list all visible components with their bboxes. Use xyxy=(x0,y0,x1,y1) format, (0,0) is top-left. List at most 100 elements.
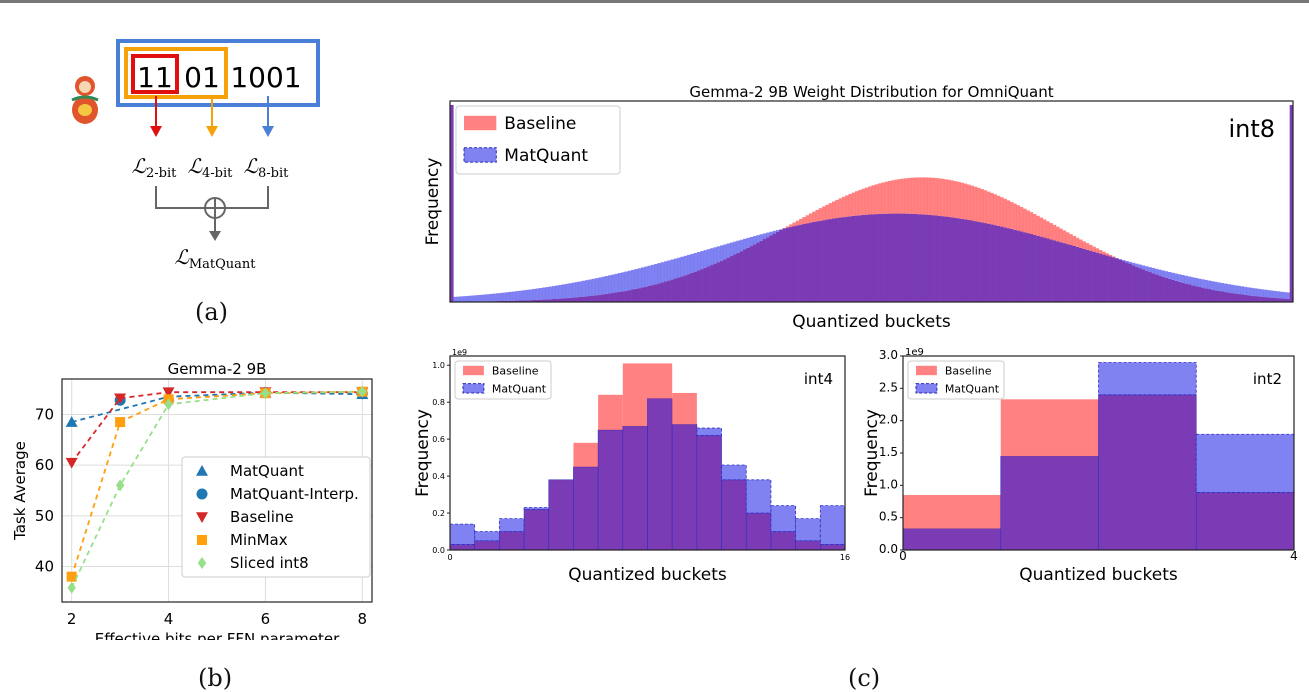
bar-matquant xyxy=(483,295,487,302)
bar-overlap xyxy=(1066,244,1070,302)
x-tick-label: 6 xyxy=(261,610,271,628)
bar-matquant xyxy=(736,241,740,253)
bar-overlap xyxy=(855,216,859,302)
bar-matquant xyxy=(545,287,549,299)
bar-matquant xyxy=(618,273,622,292)
bar-overlap xyxy=(776,232,780,302)
bar-matquant xyxy=(769,232,773,236)
bar-overlap xyxy=(677,277,681,302)
bar-baseline xyxy=(1109,255,1113,256)
bar-matquant xyxy=(740,240,744,251)
bar-overlap xyxy=(792,226,796,302)
bar-overlap xyxy=(848,216,852,302)
bar-overlap xyxy=(1125,263,1129,302)
bar-baseline xyxy=(927,178,931,215)
x-tick-label: 4 xyxy=(164,610,174,628)
bar-matquant xyxy=(578,281,582,297)
bar-overlap xyxy=(648,398,673,550)
x-tick-label: 2 xyxy=(67,610,77,628)
matryoshka-doll-icon xyxy=(72,76,98,124)
bar-baseline xyxy=(931,178,935,215)
bar-overlap xyxy=(881,214,885,302)
bar-matquant xyxy=(486,294,490,301)
bar-matquant xyxy=(1280,292,1284,299)
bar-baseline xyxy=(872,185,876,214)
bar-baseline xyxy=(1003,199,1007,228)
bar-matquant xyxy=(1178,274,1182,281)
bar-overlap xyxy=(1099,395,1197,550)
bar-baseline xyxy=(832,201,836,218)
bar-overlap xyxy=(1234,294,1238,302)
bar-baseline xyxy=(822,206,826,220)
bar-overlap xyxy=(595,295,599,302)
bar-overlap xyxy=(1033,235,1037,302)
bar-matquant xyxy=(493,294,497,302)
bar-matquant xyxy=(1263,290,1267,297)
bar-overlap xyxy=(914,214,918,302)
bar-baseline xyxy=(812,212,816,222)
bar-overlap xyxy=(1148,272,1152,302)
bits-2: 11 xyxy=(137,61,173,94)
bar-overlap xyxy=(820,544,845,550)
bar-overlap xyxy=(585,296,589,302)
bar-overlap xyxy=(684,275,688,302)
bar-matquant xyxy=(592,279,596,296)
legend-label: MatQuant xyxy=(945,382,1000,395)
bar-overlap xyxy=(651,285,655,302)
y-tick-label: 3.0 xyxy=(879,348,898,362)
bar-overlap xyxy=(1138,268,1142,302)
bar-overlap xyxy=(717,262,721,302)
legend-label: MatQuant xyxy=(492,382,547,395)
bar-matquant xyxy=(773,231,777,234)
bar-overlap xyxy=(722,480,747,550)
loss-subscript: 2-bit xyxy=(146,166,177,181)
bar-overlap xyxy=(707,266,711,302)
bar-overlap xyxy=(1112,257,1116,302)
bar-overlap xyxy=(970,221,974,302)
bar-overlap xyxy=(641,287,645,302)
bar-matquant xyxy=(621,272,625,291)
bar-overlap xyxy=(1001,456,1099,550)
bar-matquant xyxy=(1207,281,1211,289)
bar-baseline xyxy=(908,178,912,214)
bar-baseline xyxy=(1059,229,1063,243)
bar-matquant xyxy=(509,292,513,301)
bar-overlap xyxy=(1161,277,1165,302)
bar-overlap xyxy=(730,256,734,302)
bar-matquant xyxy=(677,258,681,278)
bar-overlap xyxy=(1013,230,1017,302)
y-tick-label: 0.2 xyxy=(432,509,445,518)
bar-matquant xyxy=(1138,265,1142,269)
bar-matquant xyxy=(513,291,517,300)
bar-overlap xyxy=(951,217,955,302)
bar-matquant xyxy=(1196,434,1294,492)
bar-overlap xyxy=(631,290,635,302)
bar-baseline xyxy=(1069,234,1073,245)
bar-baseline xyxy=(819,208,823,221)
bar-matquant xyxy=(588,279,592,295)
bar-overlap xyxy=(924,215,928,302)
bar-overlap xyxy=(598,430,623,550)
bar-overlap xyxy=(779,230,783,302)
bar-baseline xyxy=(914,178,918,215)
bar-overlap xyxy=(937,216,941,302)
bar-overlap xyxy=(927,215,931,302)
bar-matquant xyxy=(1191,277,1195,285)
bar-matquant xyxy=(746,238,750,248)
bar-matquant xyxy=(697,428,722,435)
loss-subscript: 8-bit xyxy=(258,166,289,181)
bar-baseline xyxy=(1056,227,1060,242)
bar-matquant xyxy=(559,285,563,299)
bar-overlap xyxy=(839,218,843,302)
x-tick-label: 0 xyxy=(899,549,907,563)
bar-overlap xyxy=(931,215,935,302)
bar-overlap xyxy=(1082,249,1086,302)
bar-matquant xyxy=(524,508,549,510)
y-tick-label: 0.4 xyxy=(432,472,445,481)
bar-overlap xyxy=(835,218,839,302)
bar-overlap xyxy=(957,218,961,302)
bar-overlap xyxy=(862,215,866,302)
bar-overlap xyxy=(967,220,971,302)
bar-overlap xyxy=(1207,289,1211,302)
bar-matquant xyxy=(1188,276,1192,284)
